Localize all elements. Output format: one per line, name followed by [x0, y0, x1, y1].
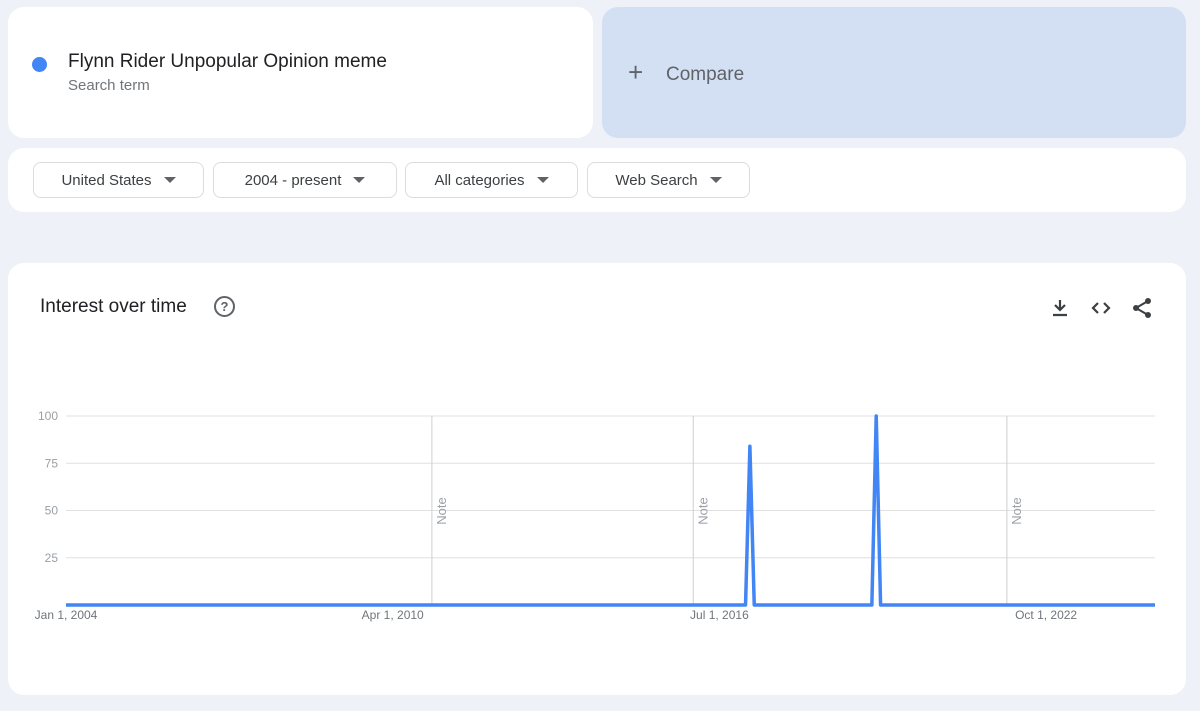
search-term-label[interactable]: Flynn Rider Unpopular Opinion meme [68, 51, 387, 72]
note-label: Note [1009, 497, 1024, 524]
caret-down-icon [163, 177, 176, 183]
y-tick-label: 50 [45, 504, 59, 518]
download-icon[interactable] [1048, 296, 1072, 320]
search-term-card[interactable]: Flynn Rider Unpopular Opinion meme Searc… [8, 7, 593, 138]
series-line [66, 414, 1155, 607]
help-icon[interactable]: ? [214, 296, 235, 317]
x-tick-label: Jul 1, 2016 [690, 608, 749, 622]
time-range-dropdown[interactable]: 2004 - present [213, 162, 397, 198]
search-type-label: Web Search [615, 171, 698, 189]
y-tick-label: 75 [45, 456, 59, 470]
category-label: All categories [434, 171, 525, 189]
caret-down-icon [709, 177, 722, 183]
compare-label: Compare [666, 64, 745, 85]
y-tick-label: 25 [45, 551, 59, 565]
compare-button[interactable]: + Compare [602, 7, 1186, 138]
note-label: Note [434, 497, 449, 524]
chart-title: Interest over time [40, 296, 187, 317]
caret-down-icon [353, 177, 366, 183]
x-tick-label: Oct 1, 2022 [1015, 608, 1077, 622]
search-term-sublabel: Search term [68, 77, 150, 94]
search-type-dropdown[interactable]: Web Search [587, 162, 750, 198]
region-dropdown[interactable]: United States [33, 162, 204, 198]
x-tick-label: Jan 1, 2004 [35, 608, 98, 622]
time-range-label: 2004 - present [244, 171, 342, 189]
plus-icon: + [628, 57, 644, 87]
caret-down-icon [536, 177, 549, 183]
embed-code-icon[interactable] [1089, 296, 1113, 320]
y-tick-label: 100 [38, 409, 58, 423]
note-label: Note [695, 497, 710, 524]
x-tick-label: Apr 1, 2010 [362, 608, 424, 622]
share-icon[interactable] [1130, 296, 1154, 320]
interest-over-time-card: Interest over time ? [8, 263, 1186, 695]
category-dropdown[interactable]: All categories [405, 162, 578, 198]
filter-bar: United States 2004 - present All categor… [8, 148, 1186, 212]
region-label: United States [61, 171, 152, 189]
series-color-dot [32, 57, 47, 72]
